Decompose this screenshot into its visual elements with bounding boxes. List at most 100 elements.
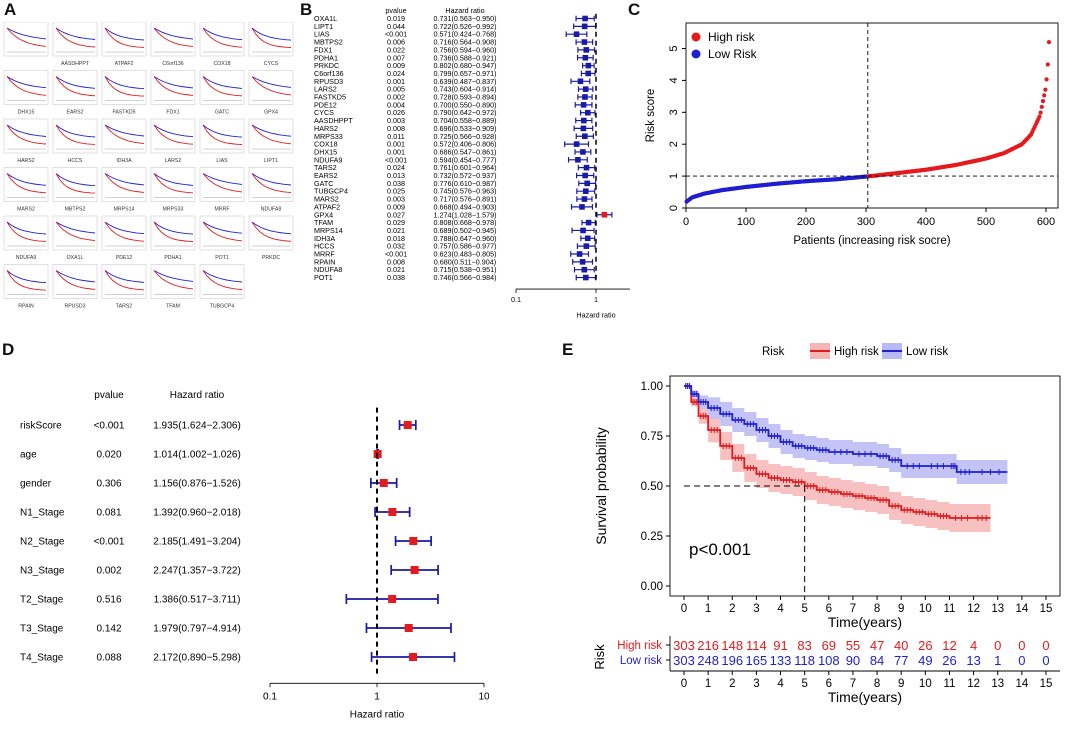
forest-row-pvalue: 0.003 [387,116,405,125]
forest-point-estimate [388,508,397,516]
thumbnail-high-risk-curve [153,173,194,194]
km-thumbnail: COX18 [199,22,245,67]
thumbnail-high-risk-curve [55,27,96,48]
forest-row-name: MRRF [314,250,335,259]
thumbnail-frame [101,70,147,105]
high-risk-point [1037,114,1042,119]
y-axis-label: Survival probability [593,427,609,545]
x-axis-label: Time(years) [828,614,902,630]
thumbnail-label: PDHA1 [164,255,181,261]
thumbnail-low-risk-curve [202,270,243,283]
x-tick-label: 1 [705,603,711,615]
forest-point-estimate [573,141,580,147]
y-tick-label: 4 [668,77,680,83]
forest-row-name: RPUSD3 [314,77,343,86]
risk-table-count: 12 [942,638,956,653]
forest-point-estimate [581,23,588,30]
risk-table-x-tick-label: 14 [1015,678,1028,690]
thumbnail-label: MRRF [215,207,230,213]
thumbnail-low-risk-curve [104,124,145,137]
thumbnail-frame [199,167,245,202]
km-thumbnail: MRRF [199,167,245,213]
km-thumbnail: MRPS14 [101,167,147,213]
risk-table-count: 0 [1018,653,1025,668]
risk-table-x-tick-label: 0 [681,678,687,690]
thumbnail-high-risk-curve [6,124,47,145]
risk-table-count: 0 [1018,638,1025,653]
forest-row-hr-text: 1.386(0.517−3.711) [154,595,241,606]
thumbnail-frame [52,118,98,154]
forest-row-name: age [20,450,37,461]
risk-table-row-label: High risk [617,640,662,652]
legend-label: Low risk [906,346,948,358]
forest-row-hr-text: 0.799(0.657−0.971) [434,69,497,78]
forest-row-pvalue: 0.011 [387,132,404,141]
x-tick-label: 3 [753,603,759,615]
forest-row-pvalue: 0.003 [387,195,405,204]
forest-row-hr-text: 0.689(0.502−0.945) [434,226,497,235]
forest-point-estimate [584,180,590,187]
forest-row-pvalue: 0.044 [387,22,405,31]
km-thumbnail: LIAS [199,118,245,164]
forest-row-name: PDHA1 [314,53,338,62]
forest-point-estimate [576,251,583,257]
thumbnail-low-risk-curve [251,124,292,137]
thumbnail-high-risk-curve [251,173,292,193]
thumbnail-frame [3,215,49,251]
risk-table-x-tick-label: 10 [919,678,932,690]
forest-row-hr-text: 1.274(1.028−1.579) [434,210,497,219]
forest-row-hr-text: 0.761(0.601−0.964) [434,163,497,172]
thumbnail-high-risk-curve [55,270,96,290]
thumbnail-high-risk-curve [104,27,145,48]
x-tick-label: 100 [737,216,755,228]
risk-table-x-tick-label: 7 [850,678,856,690]
forest-row-hr-text: 1.979(0.797−4.914) [153,624,241,635]
y-tick-label: 0.00 [641,581,663,593]
forest-row-name: TARS2 [314,163,337,172]
thumbnail-label: MBTPS2 [65,207,86,213]
forest-point-estimate [581,266,588,273]
forest-row-name: TFAM [314,218,333,227]
x-tick-label: 11 [943,603,955,615]
thumbnail-frame [150,22,196,57]
thumbnail-low-risk-curve [153,221,194,235]
high-risk-point [1043,87,1048,92]
panel-e-survival-plot: Risk High risk Low risk p<0.001 0.00 0.25 0.50… [592,343,1061,705]
forest-point-estimate [585,219,592,226]
forest-row-pvalue: 0.025 [387,187,405,196]
thumbnail-label: MRPS14 [114,207,135,213]
forest-row-name: NDUFA9 [314,155,342,164]
x-tick-label: 5 [801,603,807,615]
thumbnail-low-risk-curve [55,173,96,187]
forest-row-pvalue: 0.020 [96,450,121,461]
thumbnail-low-risk-curve [153,76,194,89]
thumbnail-high-risk-curve [6,76,47,96]
thumbnail-label: LIAS [216,158,228,164]
x-tick-label: 400 [917,216,935,228]
thumbnail-label: OXA1L [67,255,84,261]
forest-row-hr-text: 0.717(0.576−0.891) [434,195,497,204]
risk-table-count: 55 [846,638,860,653]
km-thumbnail: IDH3A [101,118,147,164]
thumbnail-high-risk-curve [251,221,292,242]
forest-row-name: FDX1 [314,45,332,54]
thumbnail-label: FASTKD5 [112,110,135,116]
forest-row-pvalue: 0.032 [387,242,405,251]
risk-table-count: 84 [870,653,884,668]
risk-table-count: 1 [994,653,1001,668]
forest-point-estimate [582,188,589,194]
forest-point-estimate [582,86,589,92]
forest-row-hr-text: 0.704(0.558−0.889) [434,116,497,125]
km-thumbnail: C6orf136 [150,22,196,67]
forest-row-name: LIPT1 [314,22,333,31]
risk-table-row-label: Low risk [620,655,662,667]
thumbnail-label: HARS2 [17,158,34,164]
x-tick-label: 200 [797,216,815,228]
risk-table-x-tick-label: 5 [801,678,807,690]
thumbnail-label: MARS2 [17,207,35,213]
forest-row-name: T3_Stage [20,624,64,635]
forest-row-pvalue: 0.007 [387,53,405,62]
panel-b-forest-plot: pvalue Hazard ratio OXA1L 0.019 0.731(0.563−… [314,6,630,319]
thumbnail-high-risk-curve [104,124,145,145]
risk-table-x-tick-label: 2 [729,678,735,690]
